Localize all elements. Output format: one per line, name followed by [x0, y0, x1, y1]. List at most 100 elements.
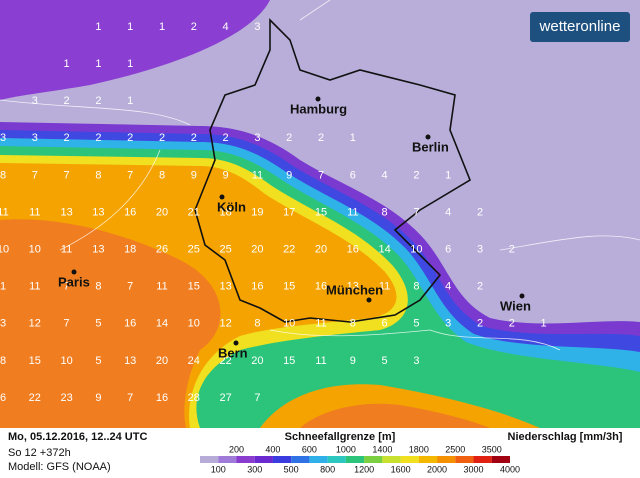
legend-swatch — [236, 456, 255, 463]
legend-label: 2500 — [445, 444, 465, 454]
grid-value: 13 — [124, 355, 136, 367]
grid-value: 15 — [283, 281, 295, 293]
grid-value: 15 — [188, 281, 200, 293]
grid-value: 7 — [32, 169, 38, 181]
logo-box — [530, 12, 630, 42]
grid-value: 1 — [0, 281, 6, 293]
grid-value: 20 — [156, 355, 168, 367]
grid-value: 7 — [64, 169, 70, 181]
legend-swatch — [254, 456, 273, 463]
germany-border — [194, 18, 471, 323]
grid-value: 13 — [60, 206, 72, 218]
grid-value: 6 — [445, 244, 451, 256]
grid-value: 25 — [219, 244, 231, 256]
grid-value: 15 — [283, 355, 295, 367]
grid-value: 1 — [541, 318, 547, 330]
grid-value: 1 — [64, 58, 70, 70]
legend-label: 200 — [229, 444, 244, 454]
grid-value: 2 — [223, 132, 229, 144]
grid-value: 3 — [413, 355, 419, 367]
grid-value: 8 — [350, 318, 356, 330]
grid-value: 18 — [124, 244, 136, 256]
grid-value: 5 — [95, 355, 101, 367]
precip-area — [0, 0, 270, 100]
grid-value: 7 — [413, 206, 419, 218]
grid-value: 16 — [124, 206, 136, 218]
legend-swatch — [291, 456, 310, 463]
grid-value: 3 — [32, 132, 38, 144]
grid-value: 3 — [32, 95, 38, 107]
legend-swatch — [218, 456, 237, 463]
country-borders — [0, 0, 640, 351]
city-dot — [233, 340, 239, 346]
legend-swatch — [200, 456, 219, 463]
city-label: Berlin — [412, 139, 449, 154]
grid-value: 8 — [254, 318, 260, 330]
city-label: Köln — [217, 199, 246, 214]
grid-value: 11 — [29, 206, 40, 218]
legend-label: 1800 — [409, 444, 429, 454]
grid-value: 14 — [378, 244, 390, 256]
legend-swatch — [382, 456, 401, 463]
city-label: Paris — [58, 274, 90, 289]
legend-label: 4000 — [500, 464, 520, 474]
grid-value: 8 — [95, 281, 101, 293]
date: Mo, 05.12.2016, 12..24 UTC — [8, 431, 147, 443]
grid-value: 10 — [410, 244, 422, 256]
legend: 100 300 500 800 1200 1600 2000 3000 4000 200 400 60… — [200, 444, 520, 474]
legend-label: 500 — [284, 464, 299, 474]
cities: Hamburg Berlin Köln Paris München Bern Wien — [58, 96, 531, 360]
grid-value: 20 — [251, 355, 263, 367]
city-dot — [219, 194, 225, 200]
grid-value: 16 — [251, 281, 263, 293]
legend-swatch — [364, 456, 383, 463]
grid-value: 2 — [318, 132, 324, 144]
legend-swatch — [272, 456, 292, 463]
grid-value: 8 — [382, 206, 388, 218]
grid-value: 10 — [188, 318, 200, 330]
grid-value: 8 — [0, 355, 6, 367]
grid-value: 7 — [64, 281, 70, 293]
grid-value: 20 — [156, 206, 168, 218]
legend-swatch — [345, 456, 365, 463]
city-dot — [519, 293, 525, 299]
grid-value: 1 — [95, 58, 101, 70]
legend-label: 100 — [211, 464, 226, 474]
grid-value: 14 — [156, 318, 168, 330]
grid-value: 4 — [223, 21, 229, 33]
grid-value: 5 — [95, 318, 101, 330]
model: Modell: GFS (NOAA) — [8, 461, 111, 473]
grid-value: 21 — [188, 206, 200, 218]
grid-value: 1 — [159, 21, 165, 33]
legend-label: 400 — [265, 444, 280, 454]
grid-value: 19 — [251, 206, 263, 218]
grid-value: 2 — [95, 95, 101, 107]
grid-value: 2 — [191, 132, 197, 144]
grid-value: 11 — [29, 281, 40, 293]
grid-value: 9 — [95, 392, 101, 404]
grid-value: 4 — [382, 169, 388, 181]
grid-value: 17 — [283, 206, 295, 218]
legend-swatch — [473, 456, 492, 463]
legend-label: 1600 — [391, 464, 411, 474]
grid-value: 8 — [413, 281, 419, 293]
precip-title: Niederschlag [mm/3h] — [508, 431, 623, 443]
grid-value: 2 — [509, 318, 515, 330]
grid-value: 9 — [223, 169, 229, 181]
grid-value: 1 — [127, 58, 133, 70]
grid-value: 2 — [286, 132, 292, 144]
precip-bands — [0, 122, 640, 428]
city-dot — [425, 134, 431, 140]
grid-value: 2 — [477, 318, 483, 330]
legend-label: 3000 — [464, 464, 484, 474]
grid-value: 1 — [445, 169, 451, 181]
city-label: Bern — [218, 345, 248, 360]
grid-value: 4 — [445, 281, 451, 293]
logo: wetteronline — [539, 18, 621, 35]
footer — [0, 428, 640, 478]
legend-swatch — [491, 456, 510, 463]
grid-value: 2 — [64, 95, 70, 107]
city-label: München — [326, 282, 383, 297]
grid-value: 9 — [286, 169, 292, 181]
grid-value: 6 — [350, 169, 356, 181]
